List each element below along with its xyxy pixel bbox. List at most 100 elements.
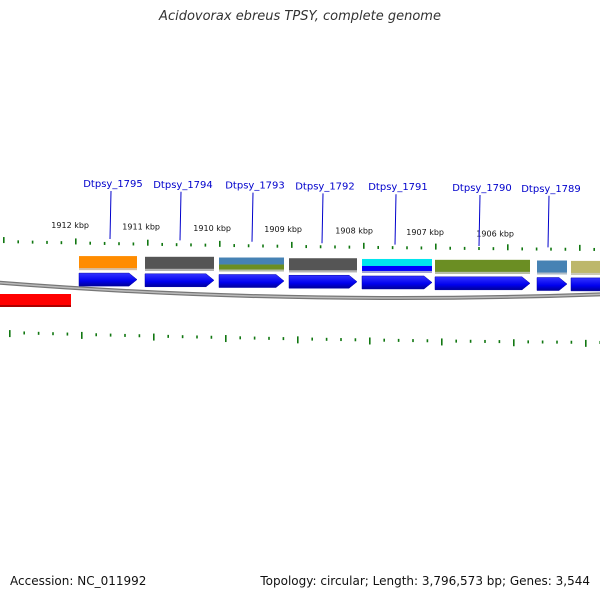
- gc-tick-bottom: [196, 335, 198, 339]
- cog-category-box: [537, 260, 567, 275]
- gc-tick-top: [60, 241, 63, 245]
- gc-tick-bottom: [498, 340, 501, 344]
- gene-label-leader-line: [109, 190, 112, 240]
- gene-arrow[interactable]: [288, 274, 358, 289]
- gc-tick-top: [219, 240, 221, 247]
- gene-label-leader-line: [394, 194, 397, 245]
- gc-tick-bottom: [138, 334, 141, 338]
- gene-label[interactable]: Dtpsy_1789: [521, 184, 581, 195]
- gc-tick-top: [334, 245, 336, 249]
- map-title: Acidovorax ebreus TPSY, complete genome: [159, 9, 441, 24]
- gc-tick-top: [507, 244, 509, 251]
- gc-tick-top: [550, 247, 552, 251]
- gc-tick-bottom: [556, 340, 558, 344]
- cog-category-box: [219, 264, 284, 272]
- gene-label[interactable]: Dtpsy_1790: [452, 183, 512, 194]
- gc-tick-bottom: [181, 335, 184, 339]
- gc-tick-bottom: [282, 337, 285, 341]
- gc-tick-bottom: [9, 330, 11, 338]
- gc-tick-top: [75, 238, 77, 245]
- gc-tick-top: [564, 247, 567, 251]
- gc-tick-bottom: [95, 333, 97, 337]
- gc-tick-top: [363, 242, 365, 249]
- gc-tick-top: [31, 240, 34, 244]
- gene-label-leader-line: [547, 195, 550, 248]
- gc-tick-top: [593, 247, 595, 251]
- gc-tick-top: [463, 246, 466, 250]
- kbp-tick-label: 1910 kbp: [193, 224, 231, 233]
- gene-arrow[interactable]: [536, 277, 568, 291]
- gc-tick-top: [391, 246, 394, 250]
- gc-tick-bottom: [325, 337, 328, 341]
- gc-tick-bottom: [383, 338, 385, 342]
- kbp-tick-label: 1909 kbp: [264, 225, 302, 234]
- gene-label[interactable]: Dtpsy_1793: [225, 181, 285, 192]
- gc-tick-bottom: [354, 338, 357, 342]
- kbp-tick-label: 1907 kbp: [406, 228, 444, 237]
- gc-tick-top: [161, 242, 163, 246]
- gene-arrow[interactable]: [144, 273, 215, 288]
- gc-tick-bottom: [225, 335, 227, 343]
- gc-tick-bottom: [210, 335, 213, 339]
- gc-tick-bottom: [585, 339, 587, 347]
- gc-tick-top: [262, 244, 264, 248]
- gene-arrow[interactable]: [570, 277, 600, 292]
- gc-tick-top: [247, 244, 250, 248]
- gc-tick-top: [204, 243, 207, 247]
- gc-tick-top: [175, 243, 178, 247]
- gc-tick-top: [478, 247, 480, 251]
- cog-category-box: [435, 259, 530, 274]
- gene-arrow[interactable]: [434, 276, 531, 291]
- kbp-tick-label: 1906 kbp: [476, 229, 514, 238]
- gc-tick-bottom: [397, 338, 400, 342]
- genome-summary-text: Topology: circular; Length: 3,796,573 bp…: [260, 574, 590, 588]
- gc-tick-bottom: [124, 333, 126, 337]
- gene-label-leader-line: [179, 191, 182, 241]
- gc-tick-top: [46, 240, 48, 244]
- minus-strand-feature[interactable]: [0, 294, 71, 307]
- gc-tick-bottom: [455, 339, 457, 343]
- gc-tick-bottom: [268, 336, 270, 340]
- gc-tick-top: [89, 241, 91, 245]
- gc-tick-bottom: [153, 333, 155, 341]
- cog-category-box: [362, 258, 432, 266]
- gc-tick-bottom: [484, 339, 486, 343]
- gc-tick-top: [377, 245, 379, 249]
- gc-tick-top: [190, 243, 192, 247]
- gc-tick-bottom: [81, 331, 83, 339]
- gc-tick-bottom: [23, 331, 25, 335]
- gc-tick-top: [118, 242, 120, 246]
- gc-tick-top: [276, 244, 279, 248]
- gc-tick-bottom: [239, 336, 241, 340]
- gene-arrow[interactable]: [361, 275, 433, 290]
- gc-tick-bottom: [513, 339, 515, 347]
- gc-tick-top: [103, 241, 106, 245]
- gc-tick-bottom: [167, 334, 169, 338]
- gc-tick-bottom: [340, 338, 342, 342]
- gc-tick-bottom: [253, 336, 256, 340]
- gc-tick-bottom: [369, 337, 371, 345]
- gc-tick-top: [435, 243, 437, 250]
- gc-tick-top: [420, 246, 423, 250]
- gc-tick-bottom: [37, 331, 40, 335]
- gene-arrow[interactable]: [218, 274, 285, 288]
- accession-text: Accession: NC_011992: [10, 574, 147, 588]
- gene-label[interactable]: Dtpsy_1795: [83, 179, 143, 190]
- cog-category-box: [289, 258, 357, 273]
- gene-label-leader-line: [321, 193, 324, 244]
- gc-tick-top: [579, 244, 581, 251]
- gene-label-leader-line: [251, 192, 254, 242]
- gc-tick-top: [132, 242, 135, 246]
- gc-tick-top: [3, 237, 5, 244]
- gc-tick-top: [319, 245, 322, 249]
- gc-tick-bottom: [469, 339, 472, 343]
- gc-tick-bottom: [297, 336, 299, 344]
- gene-label[interactable]: Dtpsy_1792: [295, 181, 355, 192]
- gene-label[interactable]: Dtpsy_1791: [368, 182, 428, 193]
- gc-tick-bottom: [66, 332, 69, 336]
- gc-tick-top: [348, 245, 351, 249]
- gene-arrow[interactable]: [78, 272, 138, 287]
- gene-label[interactable]: Dtpsy_1794: [153, 180, 213, 191]
- gc-tick-bottom: [441, 338, 443, 346]
